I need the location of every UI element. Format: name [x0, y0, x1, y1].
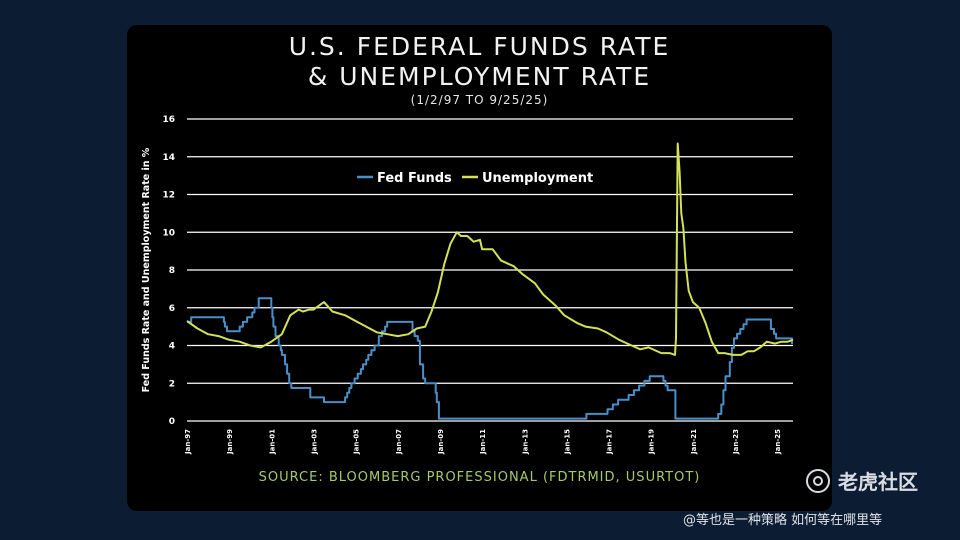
- legend-label: Unemployment: [482, 171, 593, 186]
- x-tick-label: Jan-01: [268, 429, 276, 455]
- x-tick-label: Jan-17: [606, 429, 614, 455]
- y-tick-label: 0: [169, 417, 175, 427]
- series-line-unemployment: [186, 142, 794, 356]
- y-tick-label: 12: [162, 191, 175, 201]
- watermark-text: 老虎社区: [838, 470, 918, 494]
- y-tick-label: 14: [162, 153, 175, 163]
- y-tick-label: 6: [169, 304, 175, 314]
- x-tick-label: Jan-03: [310, 429, 318, 455]
- y-tick-label: 2: [169, 379, 175, 389]
- chart-subtitle: (1/2/97 TO 9/25/25): [410, 93, 549, 107]
- legend: Fed Funds Unemployment: [357, 171, 593, 186]
- source-note: SOURCE: BLOOMBERG PROFESSIONAL (FDTRMID,…: [258, 470, 701, 485]
- x-tick-label: Jan-19: [648, 429, 656, 455]
- chart-title-line2: & UNEMPLOYMENT RATE: [307, 62, 652, 91]
- x-tick-label: Jan-15: [563, 429, 571, 455]
- x-tick-label: Jan-23: [732, 429, 740, 455]
- y-tick-label: 4: [169, 342, 175, 352]
- chart-title-line1: U.S. FEDERAL FUNDS RATE: [288, 32, 671, 61]
- y-tick-label: 8: [169, 266, 175, 276]
- x-tick-label: Jan-97: [184, 429, 192, 455]
- x-tick-label: Jan-25: [774, 429, 782, 455]
- legend-label: Fed Funds: [377, 171, 452, 186]
- attribution-text: @等也是一种策略 如何等在哪里等: [683, 513, 883, 528]
- x-tick-label: Jan-99: [226, 429, 234, 455]
- x-tick-label: Jan-11: [479, 429, 487, 455]
- chart-panel: [127, 25, 832, 511]
- x-tick-label: Jan-09: [437, 429, 445, 455]
- watermark: 老虎社区: [806, 466, 918, 495]
- series-line-fed-funds: [187, 297, 793, 420]
- y-tick-label: 16: [162, 115, 175, 125]
- tiger-logo-icon: [806, 468, 830, 493]
- x-tick-label: Jan-21: [690, 429, 698, 455]
- x-tick-label: Jan-05: [353, 429, 361, 455]
- y-tick-label: 10: [162, 228, 175, 238]
- x-tick-label: Jan-13: [521, 429, 529, 455]
- x-tick-label: Jan-07: [395, 429, 403, 455]
- y-axis-label: Fed Funds Rate and Unemployment Rate in …: [141, 147, 152, 392]
